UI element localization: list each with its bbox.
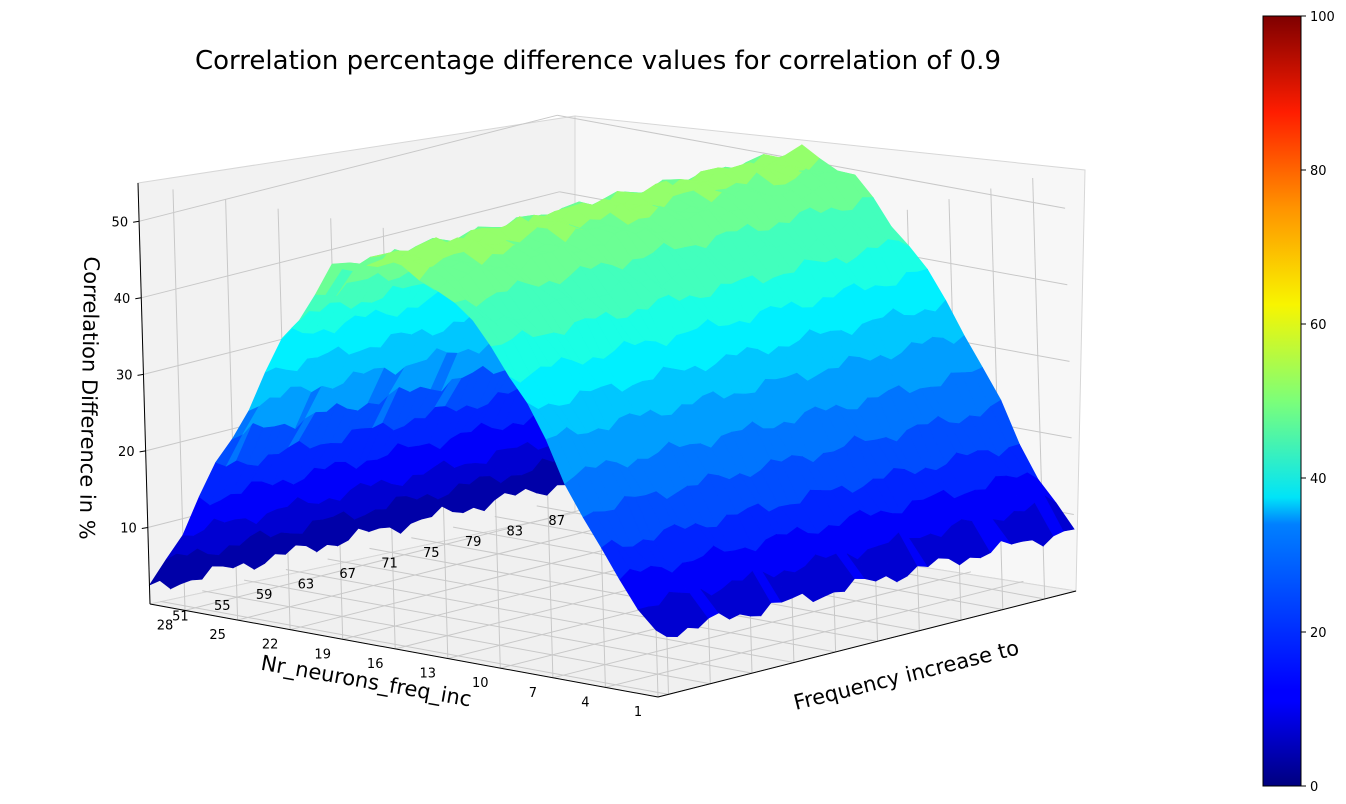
grid-line <box>138 114 558 222</box>
y-tick-label: 59 <box>256 588 273 603</box>
z-axis-label: Correlation Difference in % <box>75 256 104 540</box>
y-tick-label: 55 <box>214 599 231 614</box>
z-tick-label: 10 <box>120 522 137 537</box>
z-tick-mark <box>141 527 148 529</box>
x-tick-label: 19 <box>314 647 331 662</box>
grid-line <box>552 571 972 679</box>
chart-title: Correlation percentage difference values… <box>195 46 1001 76</box>
x-tick-label: 1 <box>634 705 642 720</box>
x-tick-label: 13 <box>420 667 437 682</box>
colorbar-tick-label: 60 <box>1310 318 1327 333</box>
x-tick-label: 4 <box>581 695 589 710</box>
surface-cell <box>1044 495 1075 532</box>
z-tick-label: 30 <box>116 368 133 383</box>
y-tick-label: 75 <box>423 546 440 561</box>
z-tick-label: 40 <box>114 292 131 307</box>
y-tick-label: 83 <box>507 525 524 540</box>
y-tick-label: 79 <box>465 535 482 550</box>
grid-line <box>184 503 604 611</box>
x-tick-labels: 28 25 22 19 16 13 10 7 4 1 <box>157 618 642 720</box>
y-tick-label: 87 <box>548 514 565 529</box>
grid-line <box>237 513 656 621</box>
grid-line <box>202 590 711 685</box>
x-tick-label: 7 <box>529 686 537 701</box>
surface <box>148 144 1075 638</box>
x-tick-label: 16 <box>367 657 384 672</box>
x-tick-label: 22 <box>262 638 279 653</box>
grid-line <box>141 191 560 299</box>
colorbar-tick-label: 40 <box>1310 472 1327 487</box>
x-tick-label: 10 <box>472 676 489 691</box>
z-tick-labels: 10 20 30 40 50 <box>112 215 148 537</box>
colorbar-tick-label: 0 <box>1310 780 1318 795</box>
z-tick-mark <box>135 297 142 300</box>
y-tick-labels: 51 55 59 63 67 71 75 79 83 87 <box>172 514 565 624</box>
y-tick-label: 71 <box>381 556 398 571</box>
y-tick-label: 51 <box>172 609 189 624</box>
grid-line <box>285 569 794 663</box>
z-tick-mark <box>139 450 146 453</box>
y-tick-label: 63 <box>298 578 315 593</box>
z-tick-mark <box>133 220 140 223</box>
z-tick-mark <box>137 373 144 376</box>
colorbar-tick-labels: 0 20 40 60 80 100 <box>1301 10 1335 795</box>
grid-line <box>369 547 878 642</box>
grid-line <box>244 579 753 674</box>
grid-line <box>605 580 1024 688</box>
colorbar <box>1262 15 1302 787</box>
z-axis-line <box>137 182 151 605</box>
y-tick-label: 67 <box>339 567 356 582</box>
colorbar-tick-label: 100 <box>1310 10 1335 25</box>
y-axis-line <box>657 590 1077 698</box>
colorbar-tick-label: 80 <box>1310 164 1327 179</box>
grid-line <box>327 558 836 653</box>
x-tick-label: 28 <box>157 618 174 633</box>
x-axis-line <box>149 603 659 698</box>
z-tick-label: 20 <box>118 445 135 460</box>
x-tick-label: 25 <box>209 628 226 643</box>
grid-line <box>160 600 669 695</box>
colorbar-tick-label: 20 <box>1310 626 1327 641</box>
z-tick-label: 50 <box>112 215 129 230</box>
